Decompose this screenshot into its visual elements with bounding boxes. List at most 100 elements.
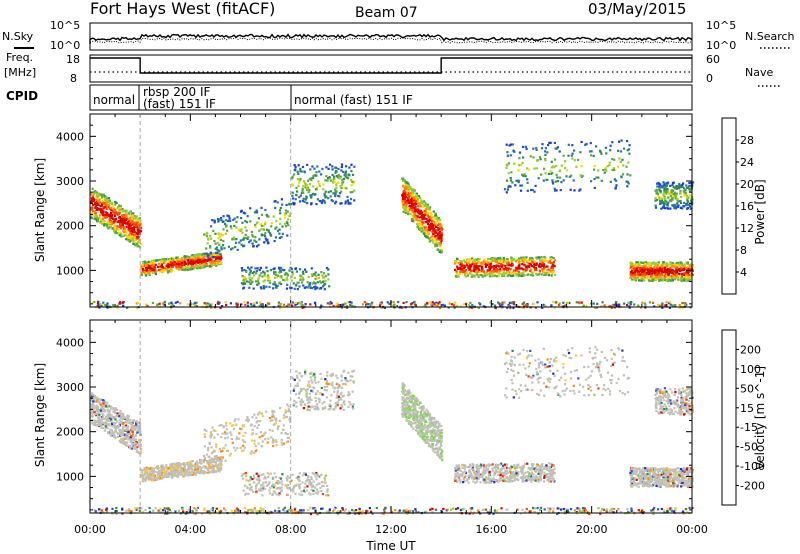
echo-cell	[589, 142, 592, 145]
echo-cell	[100, 203, 104, 206]
echo-cell	[612, 167, 615, 170]
echo-cell	[493, 274, 496, 277]
echo-cell	[675, 272, 678, 275]
echo-cell	[462, 303, 465, 306]
echo-cell	[459, 263, 462, 266]
echo-cell	[349, 202, 352, 205]
echo-cell	[680, 275, 683, 278]
echo-cell	[154, 273, 157, 276]
echo-cell	[481, 268, 484, 271]
echo-cell	[673, 206, 676, 209]
echo-cell	[322, 272, 326, 275]
echo-cell	[434, 234, 437, 237]
echo-cell	[98, 198, 101, 201]
echo-cell	[571, 157, 574, 160]
echo-cell	[129, 227, 132, 230]
echo-cell	[478, 270, 481, 274]
echo-cell	[181, 258, 184, 261]
echo-cell	[118, 428, 121, 431]
echo-cell	[474, 267, 477, 270]
echo-cell	[206, 460, 209, 463]
echo-cell	[658, 183, 662, 186]
echo-cell	[103, 409, 106, 413]
echo-cell	[407, 193, 410, 196]
echo-cell	[414, 208, 417, 211]
echo-cell	[662, 202, 666, 205]
echo-cell	[303, 170, 306, 173]
echo-cell	[194, 256, 197, 260]
echo-cell	[104, 426, 107, 429]
echo-cell	[129, 239, 132, 242]
echo-cell	[116, 431, 119, 435]
echo-cell	[422, 206, 425, 209]
echo-cell	[675, 261, 678, 265]
echo-cell	[523, 257, 526, 260]
echo-cell	[127, 433, 130, 436]
echo-cell	[154, 271, 157, 274]
echo-cell	[641, 261, 644, 264]
echo-cell	[104, 216, 107, 219]
echo-cell	[496, 275, 499, 278]
echo-cell	[298, 200, 302, 203]
echo-cell	[659, 202, 662, 205]
echo-cell	[526, 189, 529, 192]
echo-cell	[546, 178, 549, 181]
echo-cell	[423, 202, 426, 205]
echo-cell	[131, 436, 134, 439]
echo-cell	[121, 433, 124, 436]
echo-cell	[423, 209, 426, 212]
echo-cell	[150, 264, 153, 267]
echo-cell	[121, 437, 124, 440]
echo-cell	[93, 300, 96, 304]
echo-cell	[488, 266, 491, 269]
freq-label-line1: Freq.	[6, 51, 33, 64]
echo-cell	[443, 304, 446, 307]
echo-cell	[478, 302, 481, 305]
echo-cell	[297, 281, 300, 284]
echo-cell	[91, 418, 94, 421]
echo-cell	[407, 201, 410, 204]
echo-cell	[111, 226, 114, 230]
echo-cell	[544, 273, 547, 276]
echo-cell	[151, 301, 154, 305]
echo-cell	[108, 199, 111, 202]
echo-cell	[657, 277, 660, 280]
echo-cell	[188, 259, 191, 262]
echo-cell	[339, 175, 342, 178]
echo-cell	[110, 429, 113, 432]
echo-cell	[194, 304, 197, 307]
echo-cell	[536, 273, 539, 276]
echo-cell	[280, 283, 283, 286]
echo-cell	[511, 143, 514, 146]
echo-cell	[193, 258, 196, 261]
echo-cell	[252, 235, 255, 238]
echo-cell	[243, 276, 246, 279]
echo-cell	[655, 188, 658, 191]
echo-cell	[143, 271, 146, 275]
echo-cell	[329, 190, 332, 193]
echo-cell	[139, 422, 142, 426]
echo-cell	[658, 185, 661, 188]
echo-cell	[540, 273, 543, 276]
echo-cell	[203, 263, 206, 267]
echo-cell	[320, 200, 323, 203]
echo-cell	[276, 201, 279, 204]
echo-cell	[136, 429, 139, 432]
echo-cell	[112, 211, 115, 214]
echo-cell	[120, 439, 123, 442]
echo-cell	[439, 224, 443, 227]
echo-cell	[165, 264, 168, 267]
echo-cell	[418, 195, 421, 198]
echo-cell	[668, 199, 671, 202]
echo-cell	[107, 201, 110, 204]
echo-cell	[112, 431, 115, 434]
echo-cell	[544, 258, 547, 261]
echo-cell	[332, 179, 335, 182]
echo-cell	[520, 184, 524, 187]
echo-cell	[261, 224, 264, 227]
echo-cell	[471, 304, 474, 307]
echo-cell	[658, 188, 661, 191]
echo-cell	[650, 264, 653, 267]
echo-cell	[219, 216, 223, 220]
echo-cell	[407, 200, 410, 203]
